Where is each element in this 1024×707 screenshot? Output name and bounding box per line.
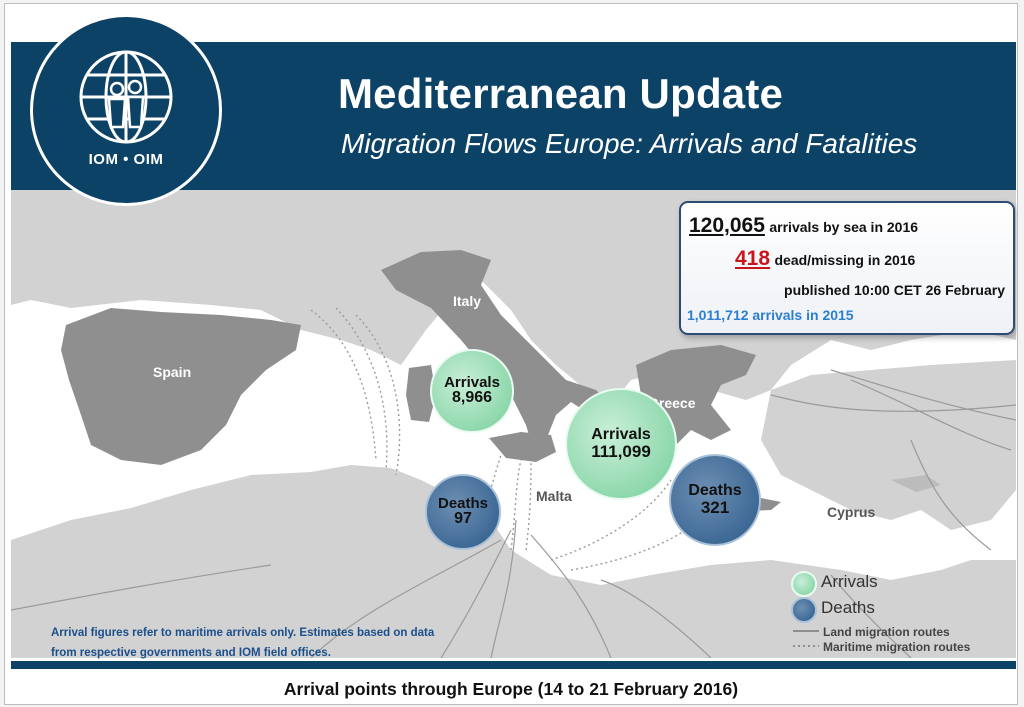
spain-shape <box>61 308 301 465</box>
stat-arrivals-2016-label: arrivals by sea in 2016 <box>769 219 919 235</box>
legend-deaths-swatch <box>791 597 817 623</box>
bubble-value: 111,099 <box>591 442 651 462</box>
legend-land-label: Land migration routes <box>823 625 950 639</box>
bottom-band <box>11 661 1016 669</box>
label-spain: Spain <box>153 364 192 380</box>
legend: Arrivals Deaths Land migration routes Ma… <box>791 570 1001 660</box>
maritime-routes <box>310 307 712 571</box>
bubble-kind: Deaths <box>437 494 489 512</box>
label-malta: Malta <box>536 488 572 504</box>
stat-dead-line: 418 dead/missing in 2016 <box>735 247 915 271</box>
globe-family-icon <box>79 50 173 144</box>
bubble-value: 321 <box>700 498 730 518</box>
bubble-kind: Deaths <box>688 481 742 499</box>
stat-arrivals-2016-value: 120,065 <box>689 214 765 237</box>
stat-arrivals-2015: 1,011,712 arrivals in 2015 <box>687 307 854 323</box>
legend-arrivals-swatch <box>791 571 817 597</box>
africa-land <box>11 465 1016 658</box>
bubble-value: 8,966 <box>451 389 493 407</box>
iom-logo: IOM • OIM <box>30 14 222 206</box>
stat-dead-value: 418 <box>735 247 771 270</box>
footnote: Arrival figures refer to maritime arriva… <box>51 624 471 663</box>
legend-arrivals-label: Arrivals <box>821 572 878 591</box>
legend-maritime-label: Maritime migration routes <box>823 640 971 654</box>
stat-dead-label: dead/missing in 2016 <box>774 252 916 268</box>
page-title: Mediterranean Update <box>338 70 784 117</box>
turkey-land <box>761 360 1016 530</box>
stat-arrivals-2016-line: 120,065 arrivals by sea in 2016 <box>689 214 918 238</box>
italy-shape <box>381 250 611 442</box>
bubble-aegean-deaths: Deaths 321 <box>669 454 761 546</box>
label-cyprus: Cyprus <box>827 504 876 520</box>
logo-text: IOM • OIM <box>88 151 164 168</box>
bubble-value: 97 <box>454 510 472 528</box>
bubble-greece-arrivals: Arrivals 111,099 <box>565 388 677 500</box>
sardinia-shape <box>406 365 436 422</box>
bubble-central-med-deaths: Deaths 97 <box>425 474 501 550</box>
bubble-italy-arrivals: Arrivals 8,966 <box>430 349 514 433</box>
bubble-kind: Arrivals <box>444 373 500 391</box>
footer-caption: Arrival points through Europe (14 to 21 … <box>283 679 739 699</box>
footnote-line-2: from respective governments and IOM fiel… <box>51 646 331 659</box>
legend-deaths-label: Deaths <box>821 598 875 617</box>
footnote-line-1: Arrival figures refer to maritime arriva… <box>51 627 435 639</box>
stats-box: 120,065 arrivals by sea in 2016 418 dead… <box>679 201 1015 335</box>
label-italy: Italy <box>453 293 482 309</box>
sicily-shape <box>489 432 556 462</box>
legend-route-lines <box>793 630 819 647</box>
bubble-kind: Arrivals <box>591 425 651 443</box>
stat-published: published 10:00 CET 26 February <box>784 282 1005 298</box>
infographic-frame: Mediterranean Update Migration Flows Eur… <box>4 3 1018 705</box>
land-routes <box>11 369 1016 658</box>
page-subtitle: Migration Flows Europe: Arrivals and Fat… <box>341 128 918 159</box>
